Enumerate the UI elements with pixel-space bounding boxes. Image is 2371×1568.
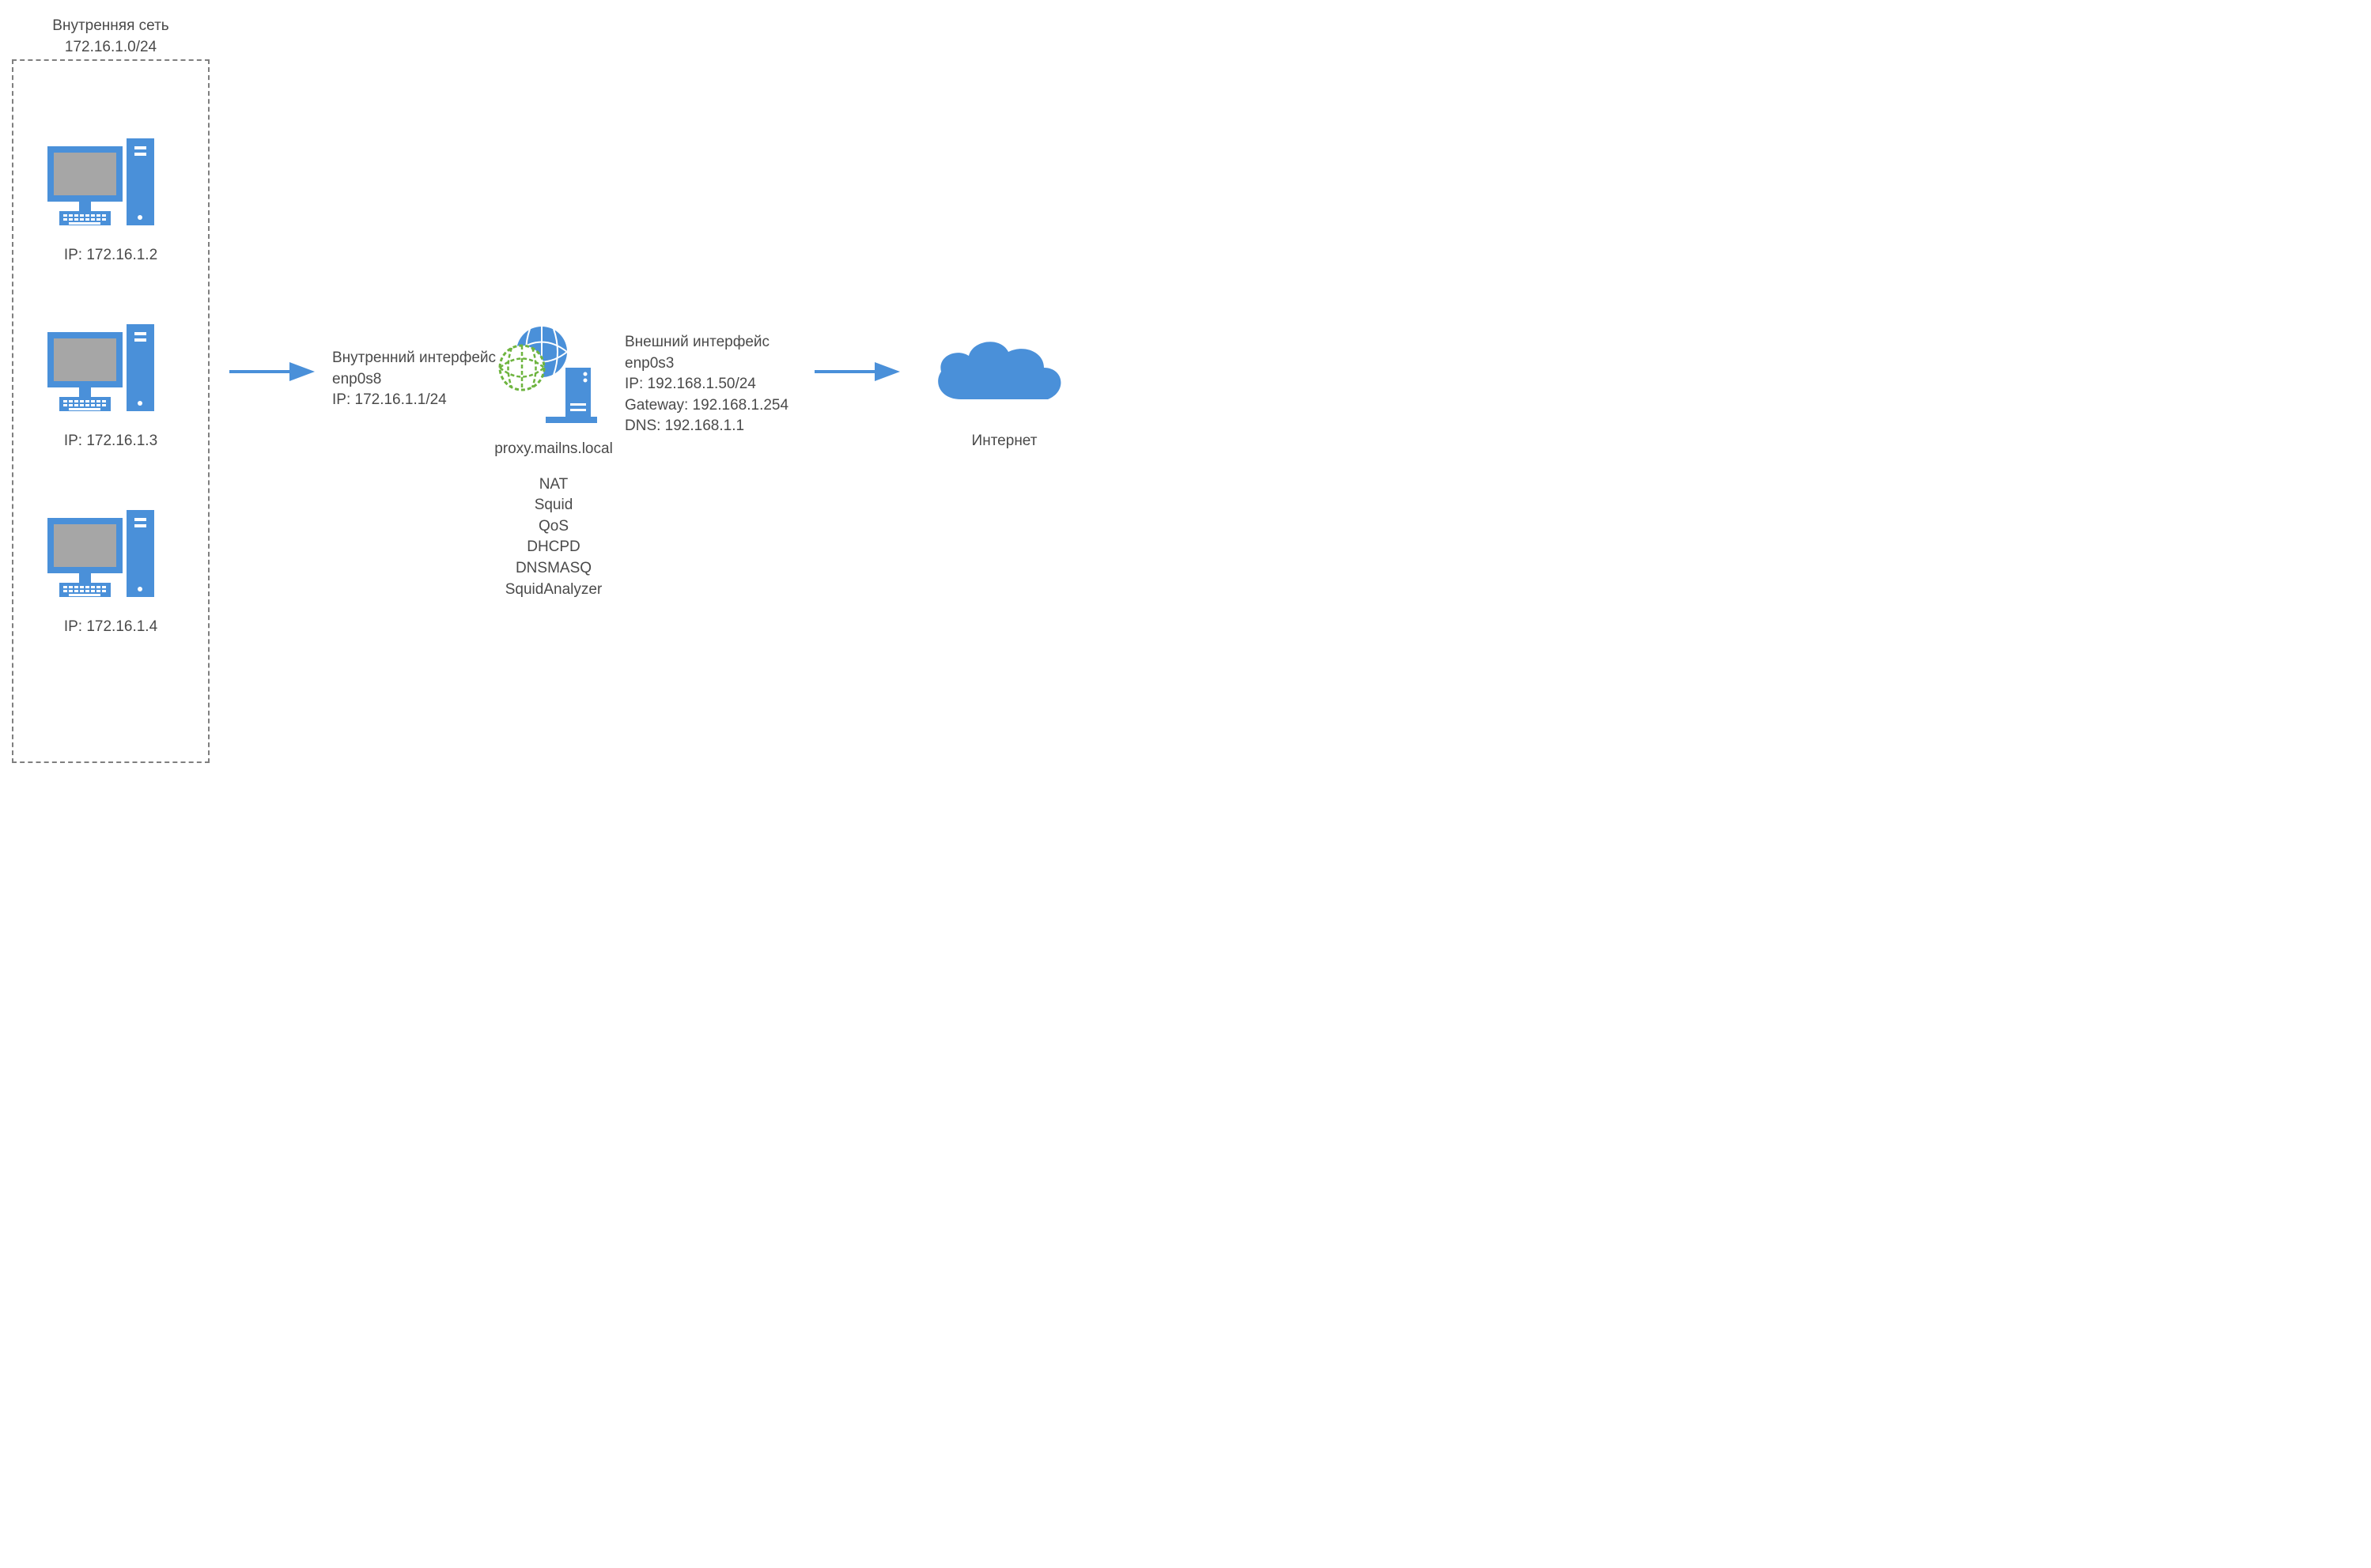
external-iface-ip: IP: 192.168.1.50/24 — [625, 374, 788, 395]
internal-network-title-block: Внутренняя сеть 172.16.1.0/24 — [32, 16, 190, 58]
proxy-service-5: SquidAnalyzer — [467, 580, 641, 601]
host-2-ip: IP: 172.16.1.3 — [40, 431, 182, 452]
host-3: IP: 172.16.1.4 — [40, 506, 182, 638]
diagram-canvas: Внутренняя сеть 172.16.1.0/24 IP: 172.16… — [0, 0, 1186, 784]
computer-icon — [40, 506, 166, 609]
external-iface-title: Внешний интерфейс — [625, 332, 788, 353]
internet-block: Интернет — [925, 332, 1083, 452]
host-1-ip: IP: 172.16.1.2 — [40, 245, 182, 266]
proxy-hostname: proxy.mailns.local — [467, 439, 641, 460]
proxy-service-4: DNSMASQ — [467, 558, 641, 580]
internal-iface-title: Внутренний интерфейс — [332, 348, 496, 369]
host-3-ip: IP: 172.16.1.4 — [40, 617, 182, 638]
host-1: IP: 172.16.1.2 — [40, 134, 182, 266]
external-iface-gw: Gateway: 192.168.1.254 — [625, 395, 788, 417]
external-iface-dns: DNS: 192.168.1.1 — [625, 416, 788, 437]
proxy-service-2: QoS — [467, 516, 641, 538]
host-2: IP: 172.16.1.3 — [40, 320, 182, 452]
internal-iface-name: enp0s8 — [332, 369, 496, 391]
internet-label: Интернет — [925, 431, 1083, 452]
computer-icon — [40, 134, 166, 237]
external-iface-name: enp0s3 — [625, 353, 788, 375]
internal-iface-ip: IP: 172.16.1.1/24 — [332, 390, 496, 411]
proxy-service-1: Squid — [467, 495, 641, 516]
internal-network-subnet: 172.16.1.0/24 — [32, 37, 190, 59]
internal-iface-block: Внутренний интерфейс enp0s8 IP: 172.16.1… — [332, 348, 496, 411]
external-iface-block: Внешний интерфейс enp0s3 IP: 192.168.1.5… — [625, 332, 788, 437]
computer-icon — [40, 320, 166, 423]
proxy-service-3: DHCPD — [467, 537, 641, 558]
proxy-text-block: proxy.mailns.local NAT Squid QoS DHCPD D… — [467, 439, 641, 600]
arrow-1 — [229, 356, 324, 387]
internal-network-title: Внутренняя сеть — [32, 16, 190, 37]
proxy-service-0: NAT — [467, 474, 641, 496]
arrow-2 — [815, 356, 909, 387]
cloud-icon — [925, 332, 1068, 419]
proxy-server — [490, 324, 617, 427]
proxy-server-icon — [490, 324, 601, 427]
